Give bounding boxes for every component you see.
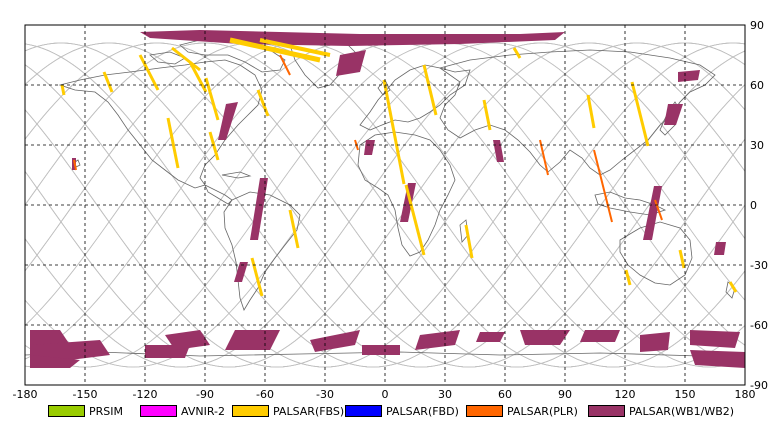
wb-swath	[218, 102, 238, 140]
wb-swath	[250, 178, 268, 240]
wb-swath	[690, 350, 745, 368]
wb-swath	[415, 330, 460, 350]
lat-tick-label: 0	[750, 199, 757, 212]
wb-swath	[493, 140, 504, 162]
wb-swath	[476, 332, 505, 342]
lon-tick-label: 0	[382, 388, 389, 400]
lat-tick-label: -60	[750, 319, 768, 332]
swath-line	[539, 139, 549, 176]
swath-line	[204, 77, 220, 121]
swath-line	[138, 54, 160, 91]
swath-line	[512, 47, 522, 59]
wb-swath	[364, 140, 375, 155]
legend-label-avnir: AVNIR-2	[181, 404, 225, 418]
wb-swath	[362, 345, 400, 355]
swath-line	[586, 94, 596, 129]
lon-tick-label: -30	[316, 388, 334, 400]
legend-label-fbs: PALSAR(FBS)	[273, 404, 345, 418]
wb-swath	[400, 183, 416, 222]
legend-item-avnir: AVNIR-2	[140, 403, 225, 419]
swath-line	[73, 159, 77, 171]
legend-label-fbd: PALSAR(FBD)	[386, 404, 459, 418]
lon-tick-label: 90	[558, 388, 572, 400]
swath-line	[208, 131, 220, 161]
swath-line	[654, 199, 663, 221]
swath-line	[102, 71, 114, 93]
acquisition-swaths	[30, 30, 745, 368]
lon-tick-label: 30	[438, 388, 452, 400]
lon-tick-label: -60	[256, 388, 274, 400]
swath-line	[60, 84, 66, 96]
legend-swatch-fbd	[345, 405, 382, 417]
swath-line	[593, 149, 613, 223]
swath-line	[259, 38, 331, 57]
swath-line	[464, 224, 474, 259]
lon-tick-label: -150	[73, 388, 98, 400]
plot-frame	[24, 24, 746, 386]
legend-swatch-wb	[588, 405, 625, 417]
axis-ticks: -180 -150 -120 -90 -60 -30 0 30 60 90 120 150 180 90 6…	[13, 19, 768, 400]
lat-tick-label: -30	[750, 259, 768, 272]
wb-swath	[225, 330, 280, 350]
swath-line	[256, 89, 270, 117]
legend-item-plr: PALSAR(PLR)	[466, 403, 578, 419]
lat-tick-label: 60	[750, 79, 764, 92]
wb-swath	[234, 262, 248, 282]
lat-tick-label: 90	[750, 19, 764, 32]
swath-line	[188, 61, 208, 93]
legend-swatch-plr	[466, 405, 503, 417]
wb-swath	[643, 186, 662, 240]
swath-line	[250, 257, 264, 297]
swath-line	[404, 184, 426, 256]
legend-item-fbs: PALSAR(FBS)	[232, 403, 344, 419]
lon-tick-label: 120	[615, 388, 636, 400]
lat-tick-label: -90	[750, 379, 768, 392]
wb-swath	[640, 332, 670, 352]
legend-item-fbd: PALSAR(FBD)	[345, 403, 459, 419]
swath-line	[279, 54, 291, 76]
swath-line	[229, 37, 321, 63]
wb-swath	[520, 330, 570, 345]
legend-item-prism: PRSIM	[48, 403, 123, 419]
swath-line	[382, 79, 406, 185]
lon-tick-label: 150	[675, 388, 696, 400]
wb-swath	[336, 50, 366, 76]
legend-item-wb: PALSAR(WB1/WB2)	[588, 403, 734, 419]
lon-tick-label: -90	[196, 388, 214, 400]
legend-label-wb: PALSAR(WB1/WB2)	[629, 404, 735, 418]
legend-swatch-avnir	[140, 405, 177, 417]
legend-label-prism: PRSIM	[89, 404, 123, 418]
lat-tick-label: 30	[750, 139, 764, 152]
lon-tick-label: 60	[498, 388, 512, 400]
lon-tick-label: -180	[13, 388, 38, 400]
legend: PRSIM AVNIR-2 PALSAR(FBS) PALSAR(FBD) PA…	[0, 400, 770, 422]
wb-swath	[678, 70, 700, 82]
wb-swath	[690, 330, 740, 348]
swath-line	[624, 269, 632, 286]
graticule	[25, 25, 745, 385]
swath-line	[482, 99, 492, 131]
wb-swath	[664, 104, 683, 125]
swath-line	[630, 81, 650, 147]
legend-label-plr: PALSAR(PLR)	[507, 404, 578, 418]
lon-tick-label: -120	[133, 388, 158, 400]
swath-line	[288, 209, 300, 249]
legend-swatch-prism	[48, 405, 85, 417]
swath-line	[422, 64, 438, 116]
swath-line	[166, 117, 180, 169]
swath-line	[171, 46, 201, 72]
lon-tick-label: 180	[735, 388, 756, 400]
wb-swath	[714, 242, 726, 255]
swath-line	[678, 249, 686, 269]
legend-swatch-fbs	[232, 405, 269, 417]
swath-line	[728, 281, 738, 293]
wb-swath	[310, 330, 360, 352]
wb-swath	[165, 330, 210, 350]
wb-swath	[30, 355, 80, 368]
coverage-map: -180 -150 -120 -90 -60 -30 0 30 60 90 120 150 180 90 6…	[13, 19, 768, 400]
wb-swath	[580, 330, 620, 342]
